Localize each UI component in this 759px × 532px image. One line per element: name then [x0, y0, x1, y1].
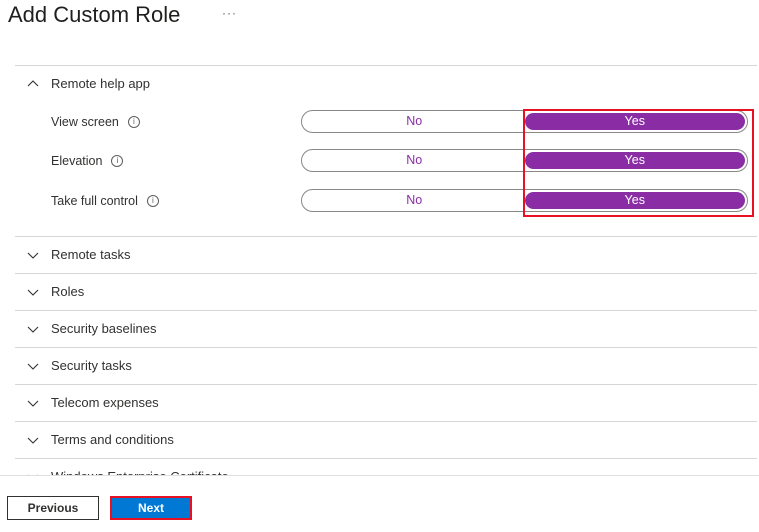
divider: [15, 273, 757, 274]
permission-elevation: Elevation i: [51, 150, 124, 172]
no-option[interactable]: No: [406, 153, 423, 167]
chevron-down-icon: [15, 434, 51, 446]
chevron-down-icon: [15, 360, 51, 372]
info-icon[interactable]: i: [111, 155, 124, 167]
chevron-down-icon: [15, 249, 51, 261]
section-label: Terms and conditions: [51, 432, 174, 447]
section-remote-help-app[interactable]: Remote help app: [15, 65, 757, 102]
section-label: Roles: [51, 284, 85, 299]
yes-option[interactable]: Yes: [524, 113, 745, 130]
section-terms-and-conditions[interactable]: Terms and conditions: [15, 421, 757, 458]
section-label: Windows Enterprise Certificate: [51, 469, 229, 475]
divider: [15, 347, 757, 348]
footer-divider: [0, 475, 759, 476]
section-label: Security tasks: [51, 358, 132, 373]
info-icon[interactable]: i: [127, 116, 140, 128]
previous-button[interactable]: Previous: [7, 496, 99, 520]
section-security-tasks[interactable]: Security tasks: [15, 347, 757, 384]
chevron-down-icon: [15, 397, 51, 409]
section-roles[interactable]: Roles: [15, 273, 757, 310]
section-label: Telecom expenses: [51, 395, 159, 410]
page-title: Add Custom Role: [8, 2, 181, 27]
permission-label: View screen: [51, 115, 119, 129]
divider: [15, 458, 757, 459]
section-remote-tasks[interactable]: Remote tasks: [15, 236, 757, 273]
permission-label: Take full control: [51, 194, 138, 208]
section-label: Remote help app: [51, 76, 151, 91]
divider: [15, 421, 757, 422]
permission-view-screen: View screen i: [51, 111, 140, 133]
divider: [15, 310, 757, 311]
yes-option[interactable]: Yes: [524, 192, 745, 209]
section-windows-enterprise-certificate[interactable]: Windows Enterprise Certificate: [15, 458, 757, 475]
divider: [15, 236, 757, 237]
section-label: Remote tasks: [51, 247, 131, 262]
permission-take-full-control: Take full control i: [51, 190, 159, 212]
section-security-baselines[interactable]: Security baselines: [15, 310, 757, 347]
highlight-box: [523, 109, 754, 217]
permissions-scroll-area[interactable]: Remote help app View screen i No Yes Eleva…: [0, 0, 759, 475]
yes-option[interactable]: Yes: [524, 152, 745, 169]
permission-label: Elevation: [51, 154, 103, 168]
divider: [15, 384, 757, 385]
chevron-down-icon: [15, 323, 51, 335]
chevron-down-icon: [15, 286, 51, 298]
divider: [15, 65, 757, 66]
no-option[interactable]: No: [406, 193, 423, 207]
no-option[interactable]: No: [406, 114, 423, 128]
chevron-up-icon: [15, 78, 51, 90]
section-telecom-expenses[interactable]: Telecom expenses: [15, 384, 757, 421]
next-button[interactable]: Next: [110, 496, 192, 520]
more-options-button[interactable]: ···: [222, 6, 237, 20]
info-icon[interactable]: i: [146, 195, 159, 207]
section-label: Security baselines: [51, 321, 157, 336]
